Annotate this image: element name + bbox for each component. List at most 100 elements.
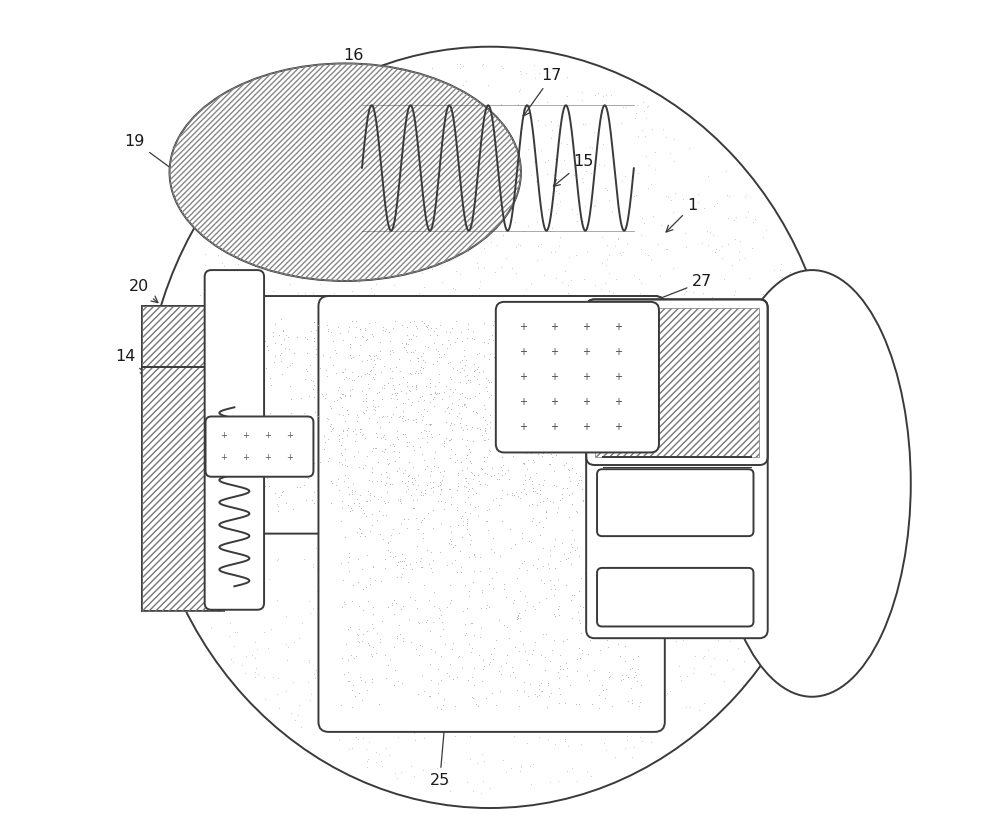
Point <box>337 525 353 539</box>
Point <box>739 609 755 623</box>
Point <box>574 482 590 495</box>
Point <box>571 613 587 627</box>
Point <box>535 447 551 460</box>
Point <box>443 616 459 629</box>
Point <box>490 350 506 364</box>
Point <box>493 460 509 473</box>
Point <box>308 396 324 409</box>
Point <box>575 377 591 391</box>
Point <box>240 458 256 471</box>
Point <box>231 541 247 554</box>
Point <box>525 443 541 457</box>
Point <box>403 368 419 381</box>
Point <box>361 316 377 329</box>
Point <box>454 399 470 412</box>
Point <box>622 526 638 540</box>
Point <box>705 603 721 617</box>
Point <box>252 326 268 339</box>
Point <box>407 253 423 266</box>
Point <box>362 210 378 223</box>
Point <box>385 345 401 359</box>
Point <box>408 382 424 396</box>
Point <box>592 555 608 568</box>
Point <box>537 526 553 540</box>
Point <box>359 624 375 638</box>
Point <box>530 336 546 349</box>
Point <box>584 341 600 354</box>
Point <box>382 652 398 665</box>
Point <box>288 337 304 350</box>
Point <box>579 520 595 534</box>
Point <box>430 685 446 699</box>
Point <box>616 336 632 349</box>
Point <box>286 417 302 431</box>
Point <box>340 266 356 280</box>
Point <box>322 241 338 255</box>
Point <box>357 323 373 337</box>
Point <box>603 596 619 609</box>
Point <box>472 422 488 436</box>
Point <box>530 324 546 338</box>
Point <box>328 232 344 246</box>
Point <box>575 600 591 613</box>
Point <box>539 426 555 439</box>
Point <box>624 392 640 406</box>
Point <box>537 155 553 168</box>
Point <box>344 684 360 697</box>
Point <box>615 442 631 455</box>
Point <box>450 288 466 302</box>
Point <box>373 474 389 488</box>
Point <box>350 628 366 642</box>
Point <box>646 434 662 447</box>
Text: +: + <box>519 397 527 407</box>
Point <box>427 385 443 398</box>
Point <box>385 341 401 354</box>
Point <box>275 484 291 498</box>
Point <box>423 468 439 481</box>
Point <box>382 644 398 657</box>
Point <box>659 242 675 256</box>
Point <box>637 347 653 360</box>
Point <box>591 701 607 715</box>
Point <box>736 300 752 313</box>
Point <box>199 524 215 537</box>
Point <box>500 396 516 410</box>
Point <box>737 425 753 438</box>
Point <box>602 580 618 593</box>
Point <box>332 390 348 403</box>
Point <box>492 458 508 471</box>
Point <box>413 366 429 380</box>
Point <box>291 632 307 645</box>
Point <box>413 551 429 565</box>
Point <box>410 352 426 365</box>
Point <box>601 359 617 372</box>
Point <box>616 623 632 637</box>
Point <box>263 249 279 262</box>
Point <box>543 447 559 461</box>
Point <box>452 355 468 369</box>
Point <box>385 74 401 87</box>
Point <box>622 295 638 308</box>
Point <box>588 413 604 427</box>
Point <box>549 564 565 577</box>
Point <box>350 683 366 696</box>
Point <box>638 608 654 621</box>
Point <box>402 440 418 453</box>
Point <box>459 512 475 525</box>
Point <box>526 456 542 469</box>
Point <box>398 310 414 323</box>
Point <box>456 344 472 357</box>
Point <box>294 123 310 137</box>
Point <box>237 504 253 518</box>
Point <box>420 215 436 229</box>
Point <box>432 541 448 554</box>
Point <box>730 331 746 344</box>
Point <box>451 716 467 729</box>
Point <box>222 338 238 351</box>
Point <box>559 633 575 646</box>
Point <box>244 649 260 662</box>
Point <box>239 463 255 476</box>
Point <box>578 525 594 538</box>
Point <box>524 323 540 337</box>
Point <box>373 316 389 329</box>
